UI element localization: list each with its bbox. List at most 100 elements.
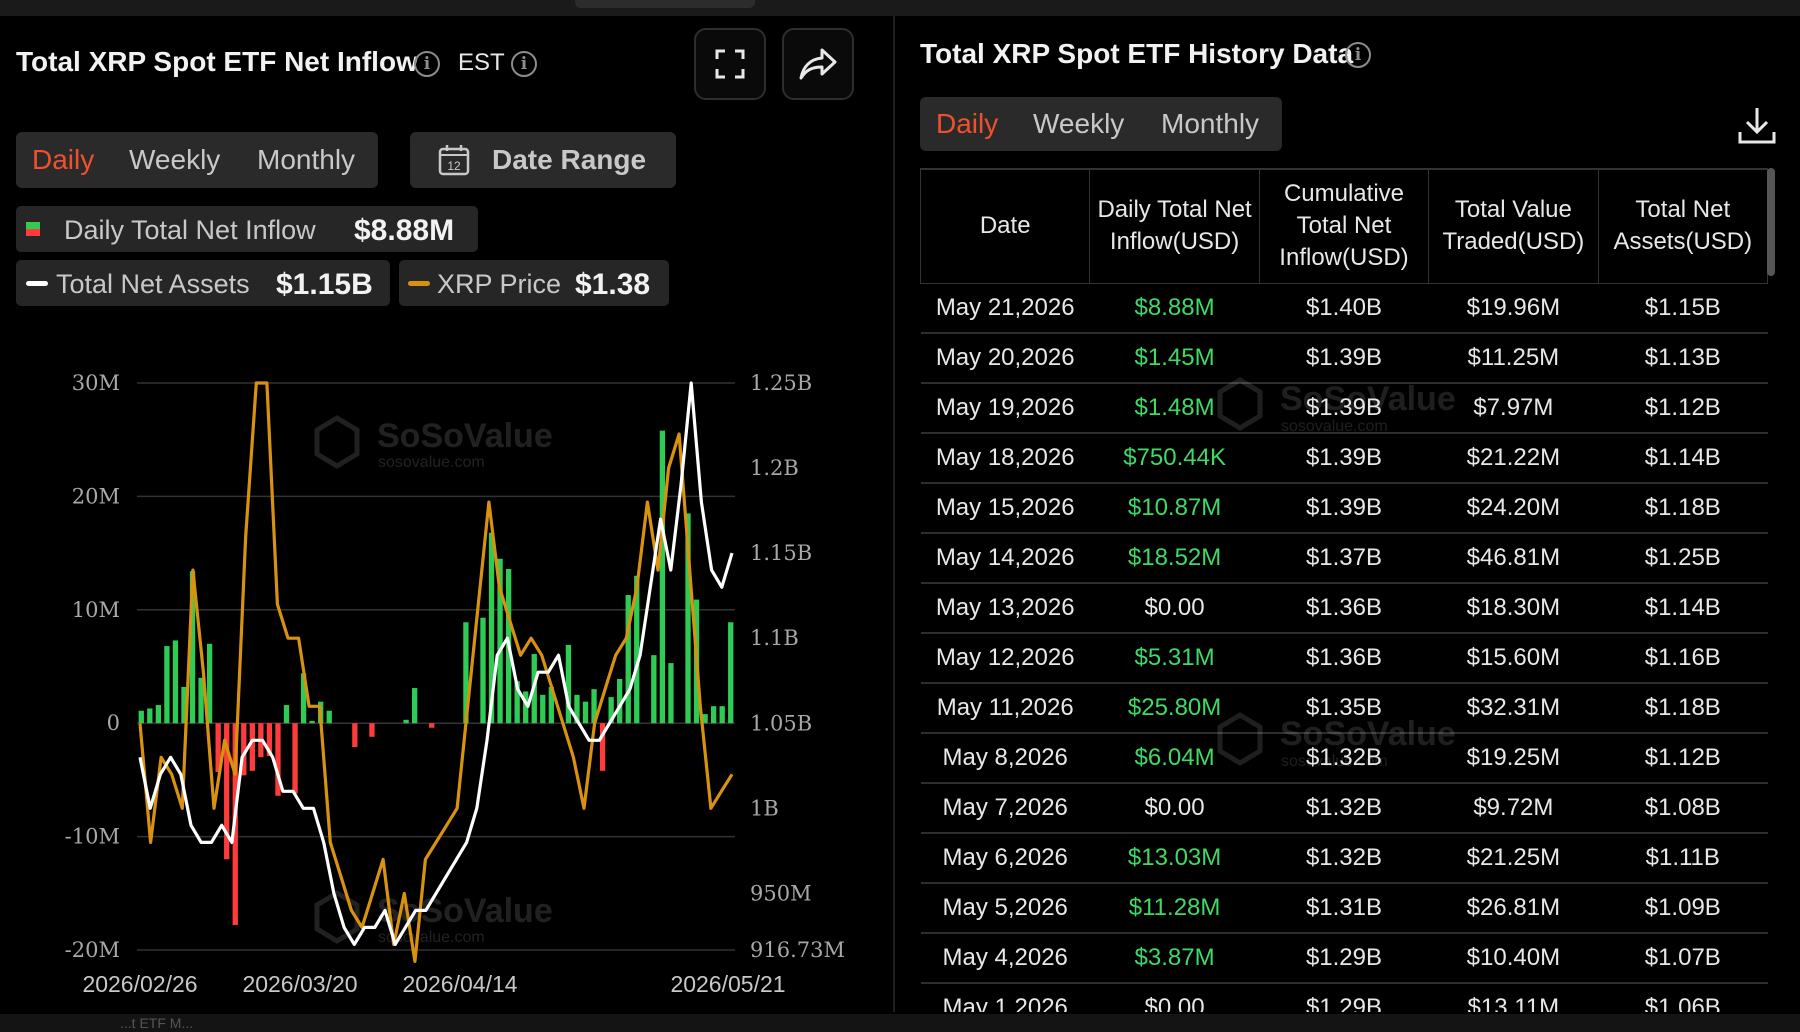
legend-assets[interactable]: Total Net Assets $1.15B <box>16 260 390 306</box>
fullscreen-icon <box>715 49 745 79</box>
cell-net-assets: $1.08B <box>1598 783 1768 834</box>
inflow-bar <box>565 644 572 724</box>
cell-value-traded: $46.81M <box>1428 533 1599 584</box>
table-row[interactable]: May 1,2026 $0.00 $1.29B $13.11M $1.06B <box>920 983 1768 1012</box>
cell-date: May 6,2026 <box>920 833 1090 884</box>
timezone-info-icon[interactable]: i <box>511 51 537 77</box>
cell-net-assets: $1.06B <box>1598 983 1768 1012</box>
download-button[interactable] <box>1735 104 1779 148</box>
table-row[interactable]: May 14,2026 $18.52M $1.37B $46.81M $1.25B <box>920 533 1768 584</box>
cell-cumulative-inflow: $1.39B <box>1259 333 1429 384</box>
inflow-bar <box>728 622 734 724</box>
history-tab-daily[interactable]: Daily <box>936 108 999 139</box>
col-cumulative-inflow[interactable]: Cumulative Total Net Inflow(USD) <box>1258 168 1430 284</box>
table-row[interactable]: May 15,2026 $10.87M $1.39B $24.20M $1.18B <box>920 483 1768 534</box>
inflow-bar <box>249 723 255 771</box>
inflow-bar <box>668 663 674 724</box>
cell-value-traded: $32.31M <box>1428 683 1599 734</box>
col-value-traded[interactable]: Total Value Traded(USD) <box>1428 168 1599 284</box>
cell-cumulative-inflow: $1.39B <box>1259 433 1429 484</box>
inflow-chart-title: Total XRP Spot ETF Net Inflow <box>16 46 418 77</box>
cell-date: May 20,2026 <box>920 333 1090 384</box>
table-row[interactable]: May 6,2026 $13.03M $1.32B $21.25M $1.11B <box>920 833 1768 884</box>
inflow-bar <box>189 571 196 724</box>
cell-cumulative-inflow: $1.36B <box>1259 633 1429 684</box>
y-left-tick-label: 20M <box>72 484 120 508</box>
cell-cumulative-inflow: $1.39B <box>1259 483 1429 534</box>
cell-daily-inflow: $0.00 <box>1089 583 1260 634</box>
inflow-bar <box>685 513 691 724</box>
inflow-bar <box>719 706 725 724</box>
cell-cumulative-inflow: $1.31B <box>1259 883 1429 934</box>
table-row[interactable]: May 11,2026 $25.80M $1.35B $32.31M $1.18B <box>920 683 1768 734</box>
table-row[interactable]: May 4,2026 $3.87M $1.29B $10.40M $1.07B <box>920 933 1768 984</box>
table-scrollbar[interactable] <box>1767 168 1775 276</box>
history-table: Date Daily Total Net Inflow(USD) Cumulat… <box>920 168 1768 1012</box>
inflow-bar <box>309 720 315 724</box>
table-row[interactable]: May 21,2026 $8.88M $1.40B $19.96M $1.15B <box>920 283 1768 334</box>
table-row[interactable]: May 13,2026 $0.00 $1.36B $18.30M $1.14B <box>920 583 1768 634</box>
panel-divider <box>893 16 895 1012</box>
tab-daily[interactable]: Daily <box>32 144 95 175</box>
inflow-bar <box>540 694 546 724</box>
inflow-bar <box>634 575 640 724</box>
inflow-bar <box>206 643 213 724</box>
legend-assets-label: Total Net Assets <box>56 269 250 299</box>
table-row[interactable]: May 5,2026 $11.28M $1.31B $26.81M $1.09B <box>920 883 1768 934</box>
cell-date: May 1,2026 <box>920 983 1090 1012</box>
inflow-period-tabs: Daily Weekly Monthly <box>16 132 378 188</box>
date-range-button[interactable]: 12 Date Range <box>410 132 676 188</box>
col-net-assets[interactable]: Total Net Assets(USD) <box>1597 168 1768 284</box>
cell-date: May 7,2026 <box>920 783 1090 834</box>
inflow-bar <box>352 723 358 748</box>
history-info-icon[interactable]: i <box>1345 42 1371 68</box>
table-row[interactable]: May 7,2026 $0.00 $1.32B $9.72M $1.08B <box>920 783 1768 834</box>
inflow-chart[interactable]: 30M 20M 10M 0 -10M -20M 1.25B 1.2B 1.15B 1.1B 1.05… <box>0 340 880 1000</box>
table-row[interactable]: May 12,2026 $5.31M $1.36B $15.60M $1.16B <box>920 633 1768 684</box>
legend-inflow[interactable]: Daily Total Net Inflow $8.88M <box>16 206 478 252</box>
download-icon <box>1738 108 1776 144</box>
legend-price-label: XRP Price <box>437 269 562 299</box>
legend-price[interactable]: XRP Price $1.38 <box>399 260 669 306</box>
inflow-bar <box>300 673 307 724</box>
table-row[interactable]: May 18,2026 $750.44K $1.39B $21.22M $1.14B <box>920 433 1768 484</box>
table-row[interactable]: May 20,2026 $1.45M $1.39B $11.25M $1.13B <box>920 333 1768 384</box>
bottom-bar-text: ...t ETF M... <box>120 1015 194 1031</box>
cell-cumulative-inflow: $1.40B <box>1259 283 1429 334</box>
inflow-bar <box>283 705 290 724</box>
cell-value-traded: $18.30M <box>1428 583 1599 634</box>
col-date[interactable]: Date <box>920 168 1091 284</box>
y-right-tick-label: 916.73M <box>750 938 845 962</box>
history-tab-monthly[interactable]: Monthly <box>1161 108 1260 139</box>
cell-date: May 21,2026 <box>920 283 1090 334</box>
history-tab-weekly[interactable]: Weekly <box>1033 108 1125 139</box>
cell-value-traded: $26.81M <box>1428 883 1599 934</box>
cell-value-traded: $9.72M <box>1428 783 1599 834</box>
inflow-bar <box>292 723 298 794</box>
col-daily-inflow[interactable]: Daily Total Net Inflow(USD) <box>1089 168 1260 284</box>
cell-date: May 12,2026 <box>920 633 1090 684</box>
cell-cumulative-inflow: $1.32B <box>1259 833 1429 884</box>
tab-monthly[interactable]: Monthly <box>257 144 356 175</box>
y-right-tick-label: 1.25B <box>750 371 812 395</box>
inflow-bar <box>172 640 179 724</box>
cell-value-traded: $21.22M <box>1428 433 1599 484</box>
cell-net-assets: $1.18B <box>1598 483 1768 534</box>
cell-daily-inflow: $11.28M <box>1089 883 1260 934</box>
fullscreen-button[interactable] <box>694 28 766 100</box>
tab-weekly[interactable]: Weekly <box>129 144 221 175</box>
share-button[interactable] <box>782 28 854 100</box>
history-table-container[interactable]: Date Daily Total Net Inflow(USD) Cumulat… <box>920 168 1768 1012</box>
cell-net-assets: $1.12B <box>1598 383 1768 434</box>
cell-daily-inflow: $1.45M <box>1089 333 1260 384</box>
legend-inflow-swatch-pos <box>26 222 40 229</box>
cell-cumulative-inflow: $1.39B <box>1259 383 1429 434</box>
inflow-bar <box>326 710 332 724</box>
table-row[interactable]: May 8,2026 $6.04M $1.32B $19.25M $1.12B <box>920 733 1768 784</box>
y-right-tick-label: 950M <box>750 881 812 905</box>
info-icon[interactable]: i <box>414 51 440 77</box>
inflow-bar <box>651 655 657 724</box>
table-row[interactable]: May 19,2026 $1.48M $1.39B $7.97M $1.12B <box>920 383 1768 434</box>
cell-daily-inflow: $0.00 <box>1089 983 1260 1012</box>
calendar-day: 12 <box>447 159 461 173</box>
